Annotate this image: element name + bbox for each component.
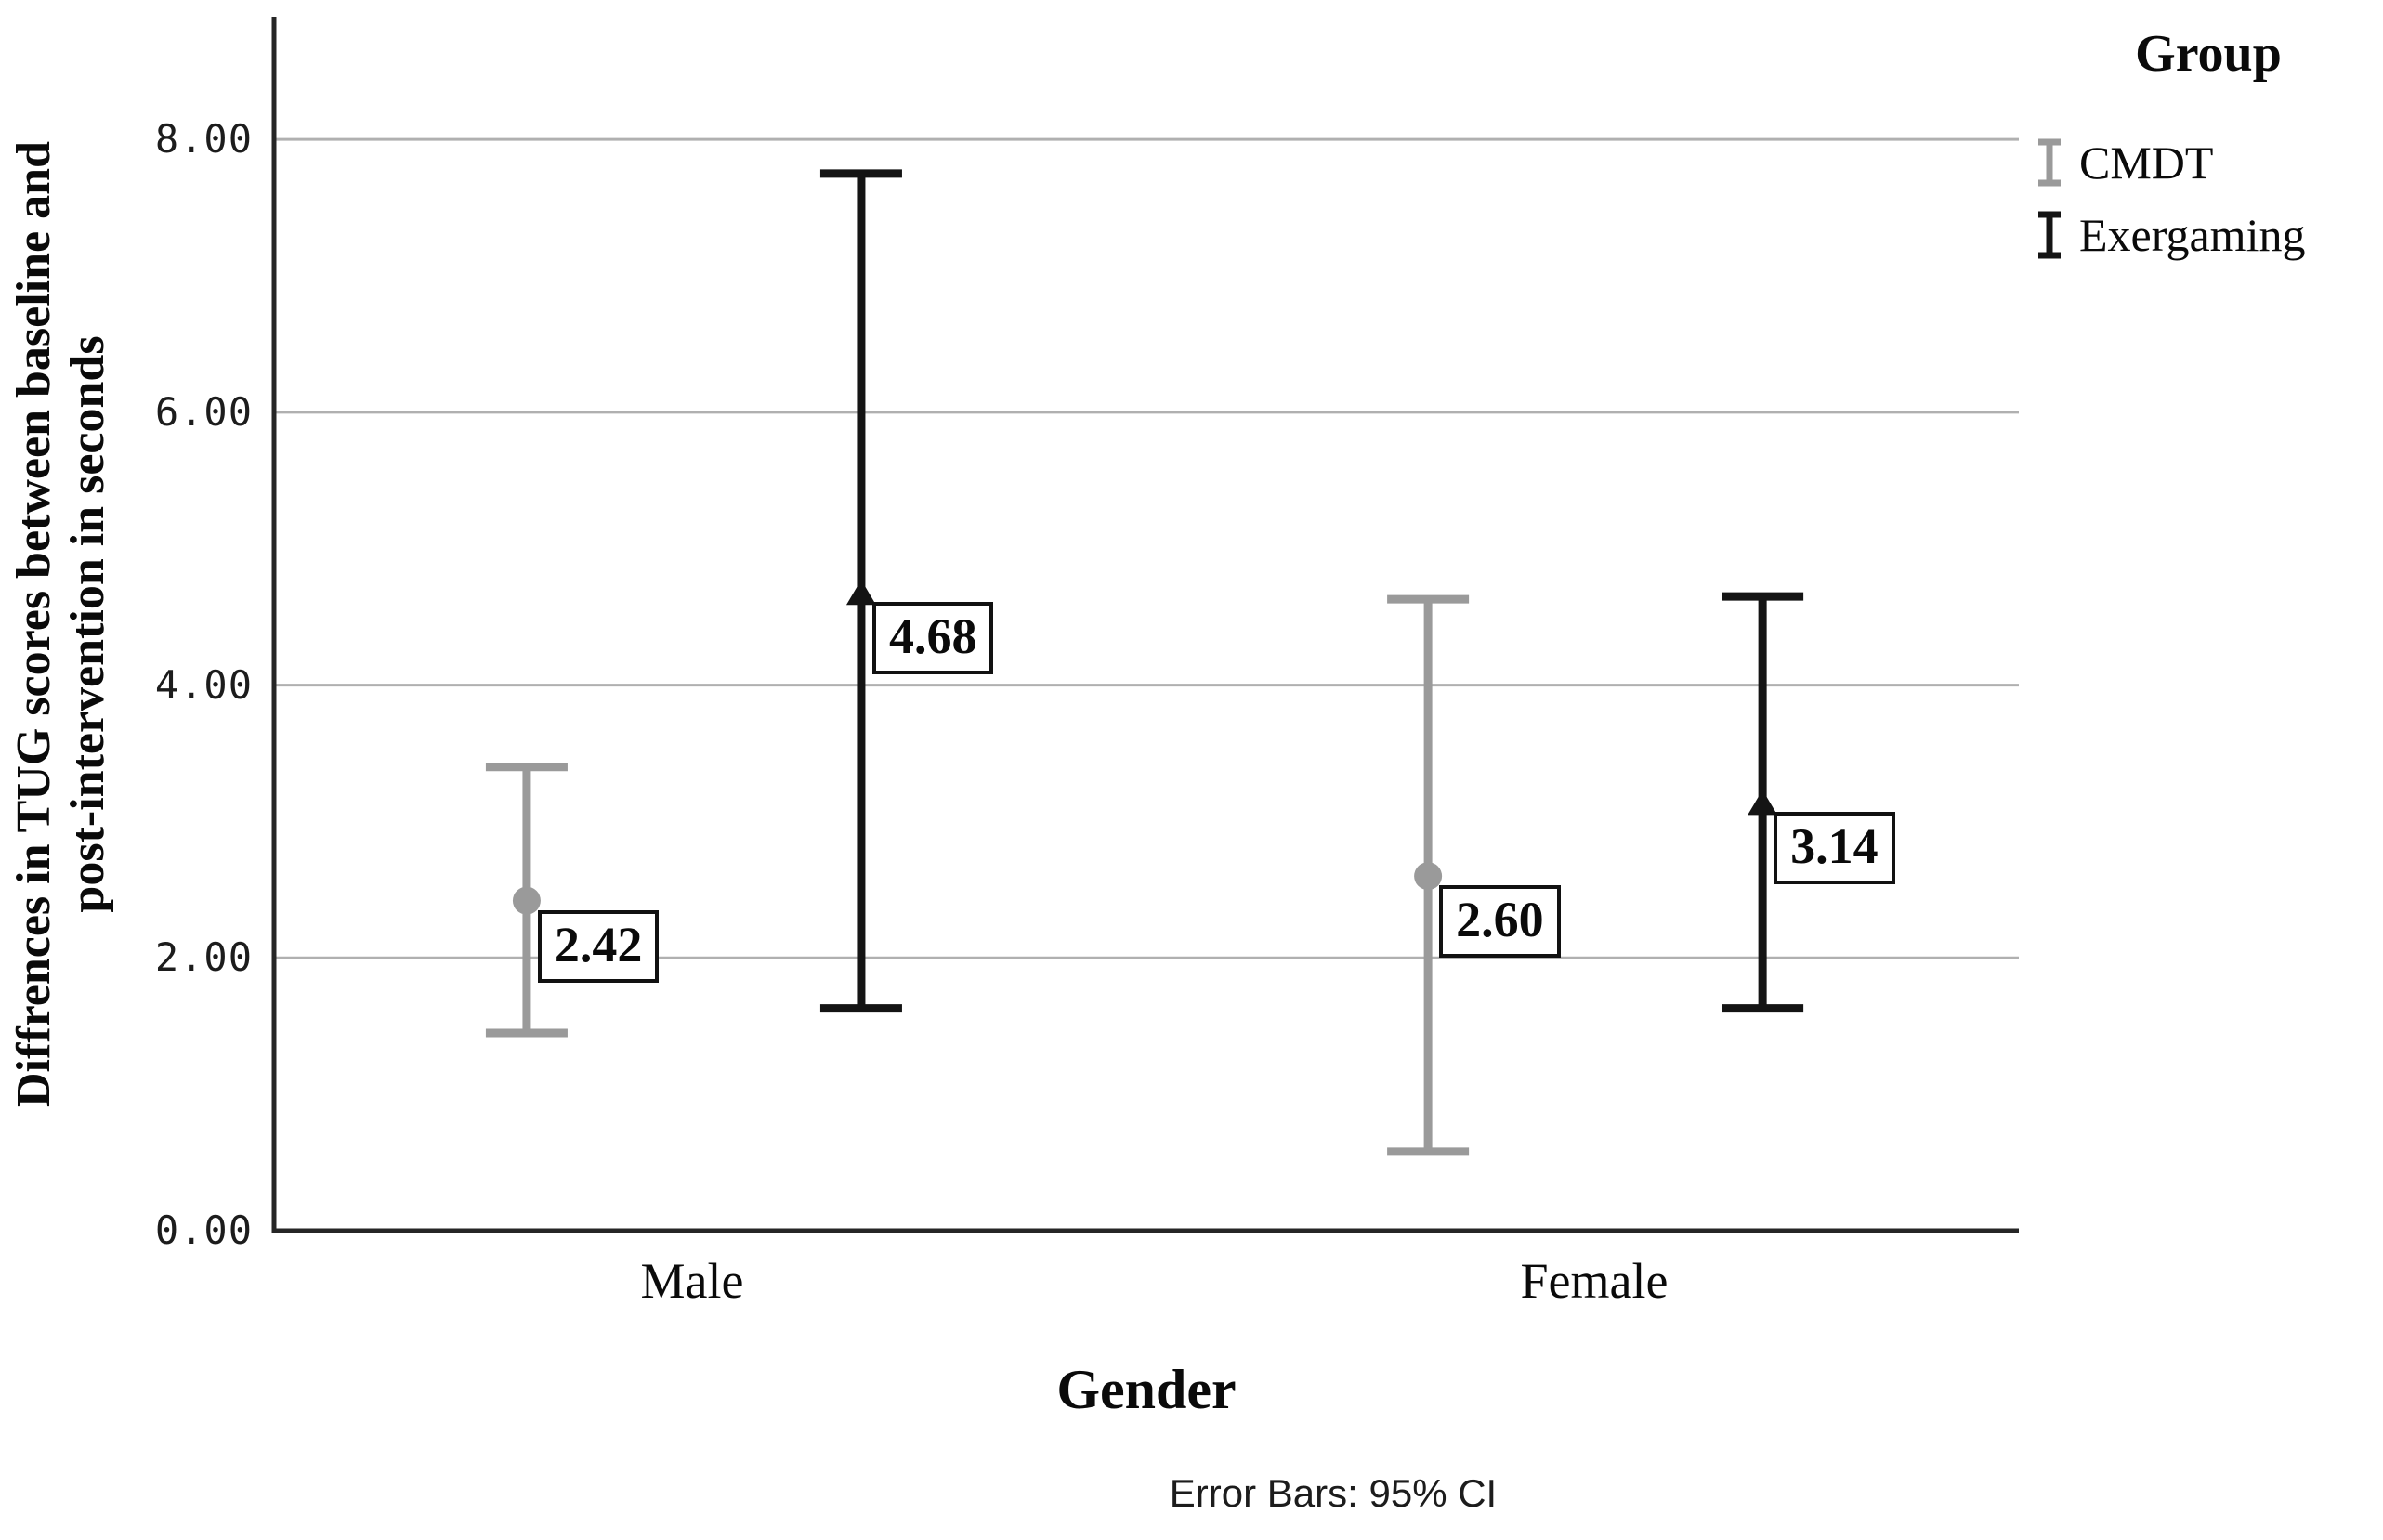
cmdt-errorbar-icon — [2038, 138, 2061, 187]
x-category-label-male: Male — [640, 1253, 744, 1309]
mean-marker-triangle-male-exergaming — [845, 580, 876, 606]
data-label-male-cmdt: 2.42 — [537, 909, 660, 983]
data-label-female-exergaming: 3.14 — [1774, 811, 1895, 884]
mean-marker-circle-female-cmdt — [1414, 862, 1443, 891]
error-bars-footnote: Error Bars: 95% CI — [1169, 1471, 1498, 1515]
y-axis-title-line1: Diffrences in TUG scores between baselin… — [7, 141, 60, 1107]
data-label-female-cmdt: 2.60 — [1439, 885, 1561, 959]
legend-title: Group — [2135, 25, 2282, 83]
legend-item-label-cmdt: CMDT — [2079, 137, 2214, 189]
legend-item-exergaming: Exergaming — [2035, 208, 2382, 262]
y-tick-label: 4.00 — [154, 661, 253, 708]
legend-item-cmdt: CMDT — [2035, 136, 2382, 189]
mean-marker-circle-male-cmdt — [512, 886, 541, 915]
legend-item-label-exergaming: Exergaming — [2079, 209, 2306, 261]
y-tick-label: 2.00 — [154, 934, 253, 981]
y-axis-title-line2: post-intervention in seconds — [61, 335, 114, 913]
y-axis-title: Diffrences in TUG scores between baselin… — [7, 20, 115, 1228]
y-tick-label: 6.00 — [154, 388, 253, 435]
y-tick-label: 0.00 — [154, 1207, 253, 1253]
y-tick-label: 8.00 — [154, 116, 253, 163]
mean-marker-triangle-female-exergaming — [1748, 790, 1778, 816]
exergaming-errorbar-icon — [2038, 211, 2061, 259]
legend: Group CMDT Exergaming — [2035, 24, 2382, 262]
x-category-label-female: Female — [1520, 1253, 1669, 1309]
data-label-male-exergaming: 4.68 — [871, 601, 994, 674]
x-axis-title: Gender — [1056, 1359, 1237, 1420]
